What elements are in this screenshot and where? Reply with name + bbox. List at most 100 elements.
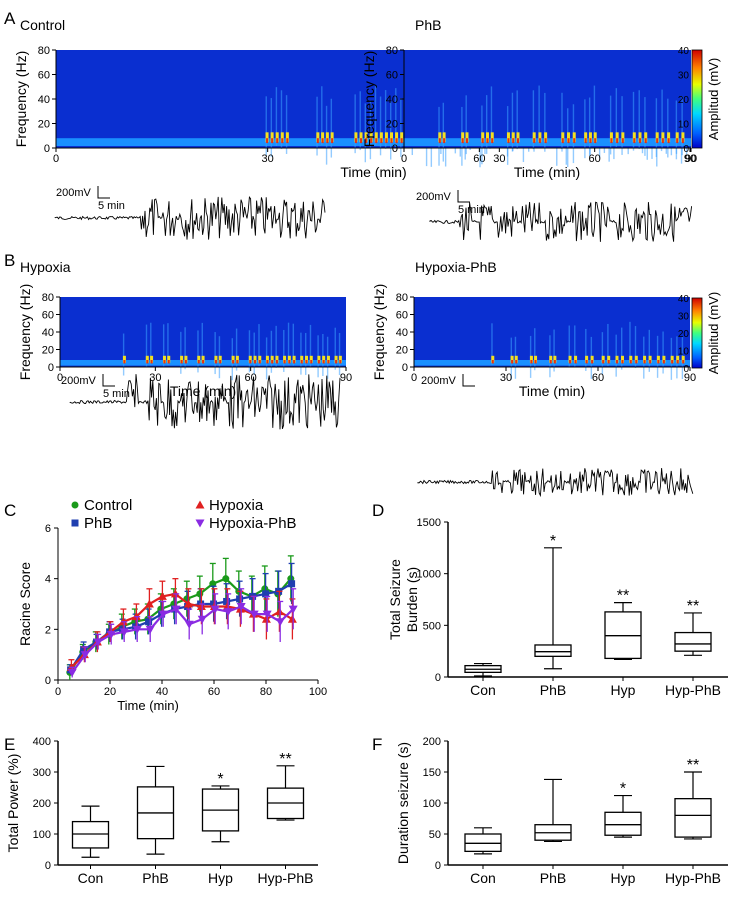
y-tick-label: 2 xyxy=(45,624,51,636)
spectrogram-streak xyxy=(145,324,148,367)
spectrogram-burst-peak xyxy=(266,360,269,364)
spectrogram-burst-peak xyxy=(316,138,319,144)
spectrogram-burst xyxy=(270,355,274,363)
spectrogram-burst-peak xyxy=(534,360,537,364)
colorbar-tick-label: 10 xyxy=(678,347,690,358)
spectrogram-burst-peak xyxy=(567,138,570,144)
y-tick-label: 80 xyxy=(386,45,398,57)
spectrogram-streak xyxy=(544,92,546,152)
point-marker xyxy=(196,590,204,598)
spectrogram-streak xyxy=(568,325,570,368)
x-axis-label: Time (min) xyxy=(514,164,580,180)
spectrogram-burst-peak xyxy=(197,360,200,364)
spectrogram-burst-peak xyxy=(621,360,624,364)
x-tick-label: Hyp xyxy=(208,870,233,886)
spectrogram-streak xyxy=(538,85,540,145)
y-tick-label: 60 xyxy=(42,310,54,322)
spectrogram-burst xyxy=(461,132,465,143)
y-tick-label: 1000 xyxy=(417,569,441,581)
spectrogram-burst-peak xyxy=(283,360,286,364)
spectrogram-streak xyxy=(585,328,587,371)
legend-label: Hypoxia-PhB xyxy=(209,515,297,532)
spectrogram-streak xyxy=(675,100,678,160)
spectrogram-streak xyxy=(162,324,165,367)
point-marker xyxy=(261,614,271,623)
spectrogram-burst-peak xyxy=(589,138,592,144)
spectrogram-burst xyxy=(317,355,321,363)
spectrogram-streak xyxy=(601,332,604,375)
y-axis-label: Frequency (Hz) xyxy=(13,51,29,147)
time-scale-label: 5 min xyxy=(458,204,485,216)
spectrogram-streak xyxy=(511,92,514,152)
y-tick-label: 500 xyxy=(423,620,441,632)
spectrogram-streak xyxy=(283,329,285,372)
x-tick-label: 60 xyxy=(589,153,601,165)
spectrogram-burst-peak xyxy=(533,138,536,144)
spectrogram-streak xyxy=(400,98,402,157)
spectrogram-streak xyxy=(334,327,336,370)
spectrogram-burst xyxy=(265,355,269,363)
spectrogram-streak xyxy=(390,100,392,160)
spectrogram-streak xyxy=(609,95,612,155)
x-tick-label: 0 xyxy=(55,686,61,698)
spectrogram-burst xyxy=(283,355,287,363)
spectrogram-streak xyxy=(379,96,382,156)
spectrogram-burst-peak xyxy=(657,360,660,364)
spectrogram-burst-peak xyxy=(331,138,334,144)
x-tick-label: 0 xyxy=(411,372,417,384)
spectrogram-burst-peak xyxy=(481,138,484,144)
spectrogram-burst xyxy=(316,132,320,143)
x-tick-label: 30 xyxy=(500,372,512,384)
spectrogram-burst xyxy=(615,132,619,143)
y-axis-label: Duration seizure (s) xyxy=(395,742,411,864)
x-tick-label: 0 xyxy=(401,153,407,165)
x-tick-label: Hyp-PhB xyxy=(665,870,721,886)
spectrogram-burst-peak xyxy=(607,360,610,364)
y-tick-label: 80 xyxy=(42,292,54,304)
colorbar-tick-label: 30 xyxy=(678,312,690,323)
spectrogram-burst-peak xyxy=(486,138,489,144)
significance-marker: * xyxy=(620,781,626,798)
spectrogram-burst xyxy=(544,132,548,143)
point-marker xyxy=(196,602,206,611)
y-tick-label: 40 xyxy=(386,94,398,106)
spectrogram-burst xyxy=(574,355,578,363)
x-tick-label: 60 xyxy=(245,372,257,384)
box xyxy=(604,811,642,836)
point-marker xyxy=(249,610,259,619)
colorbar-tick-label: 10 xyxy=(678,120,690,131)
spectrogram-streak xyxy=(280,90,283,150)
spectrogram-burst xyxy=(364,132,368,143)
y-tick-label: 40 xyxy=(42,327,54,339)
point-marker xyxy=(288,605,298,614)
spectrogram-burst-peak xyxy=(214,360,217,364)
spectrogram-streak xyxy=(491,323,493,366)
spectrogram-burst-peak xyxy=(258,360,261,364)
x-tick-label: 20 xyxy=(104,686,116,698)
spectrogram-burst xyxy=(607,355,611,363)
spectrogram-burst-peak xyxy=(276,138,279,144)
colorbar-tick-label: 20 xyxy=(678,329,690,340)
spectrogram-streak xyxy=(621,327,623,370)
spectrogram-streak xyxy=(442,102,445,162)
spectrogram-burst xyxy=(643,355,647,363)
spectrogram-burst xyxy=(667,132,671,143)
y-tick-label: 20 xyxy=(38,119,50,131)
point-marker xyxy=(183,599,193,608)
spectrogram-burst-peak xyxy=(549,360,552,364)
panel-label: C xyxy=(4,501,16,520)
spectrogram-burst xyxy=(374,132,378,143)
y-axis-label: Frequency (Hz) xyxy=(371,284,387,380)
spectrogram-burst xyxy=(621,132,625,143)
colorbar-tick-label: 30 xyxy=(678,71,690,82)
spectrogram-burst xyxy=(326,355,330,363)
spectrogram-burst-peak xyxy=(167,360,170,364)
y-tick-label: 0 xyxy=(392,143,398,155)
spectrogram-burst-peak xyxy=(395,138,398,144)
spectrogram-burst xyxy=(538,132,542,143)
spectrogram-burst-peak xyxy=(184,360,187,364)
x-tick-label: 90 xyxy=(685,153,697,165)
voltage-scale-label: 200mV xyxy=(56,187,92,199)
x-tick-label: 0 xyxy=(53,153,59,165)
y-tick-label: 60 xyxy=(396,310,408,322)
